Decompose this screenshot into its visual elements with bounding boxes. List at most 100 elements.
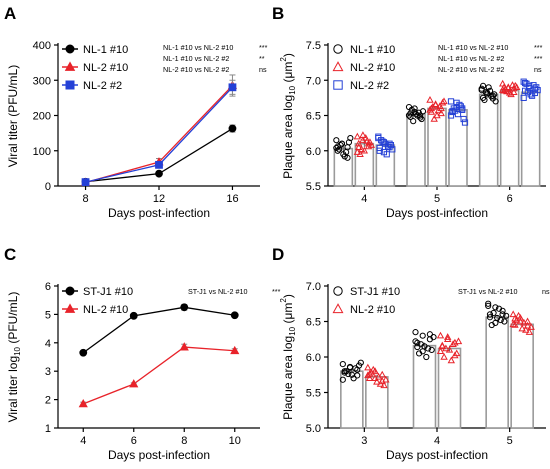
data-point [485,84,492,91]
y-tick-label: 6.0 [306,146,321,158]
bar [510,323,534,429]
data-point [426,331,433,338]
panel-label-b: B [272,4,284,23]
x-tick-label: 16 [226,193,238,205]
stat-significance: *** [534,43,543,52]
data-point [378,377,386,384]
data-point [374,372,383,380]
bar [499,89,520,187]
data-point [440,353,448,360]
ylabel-part: (μm [281,303,295,327]
stat-significance: *** [272,287,281,296]
y-tick-label: 7.0 [306,75,321,87]
y-axis-label: Plaque area log10 (μm2) [279,294,297,420]
y-tick-label: 200 [33,111,51,123]
data-point [437,109,445,117]
stat-significance: ns [542,287,550,296]
data-point [230,345,240,355]
y-axis-label: Viral titer (PFU/mL) [6,65,20,167]
legend-label: NL-2 #10 [83,62,128,74]
legend-marker [333,44,343,54]
data-point [531,89,538,97]
y-tick-label: 5.0 [306,423,321,435]
data-point [478,87,485,94]
data-point [352,365,359,372]
data-point [339,376,346,383]
data-point [378,370,386,378]
data-point [431,100,440,107]
data-point [447,356,456,364]
data-point [460,115,467,123]
stat-comparison: NL-1 #10 vs NL-2 #10 [438,43,508,52]
data-point [339,361,346,368]
stat-significance: *** [534,54,543,63]
y-tick-label: 6 [45,281,51,293]
data-point [489,95,496,102]
data-point [357,359,364,366]
data-point [481,96,488,104]
x-tick-label: 12 [153,193,165,205]
data-point [523,321,532,329]
x-tick-label: 5 [434,193,440,205]
data-point [230,311,239,320]
ylabel-part: 10 [13,346,22,355]
y-tick-label: 6.5 [306,317,321,329]
data-point [453,99,460,106]
ylabel-part: (μm [281,62,295,86]
legend-marker [65,286,75,296]
x-axis-label: Days post-infection [386,206,488,220]
data-point [367,141,376,148]
data-point [341,368,348,375]
data-point [524,89,531,96]
data-point [155,169,163,178]
legend-label: NL-1 #10 [350,44,395,56]
x-tick-label: 4 [361,193,367,205]
legend-marker [65,80,75,90]
x-axis-label: Days post-infection [386,448,488,462]
data-point [454,337,463,345]
data-point [425,345,432,352]
data-point [436,347,445,355]
panel-b: 5.5 6.0 6.5 7.0 7.5 Plaque area log10 (μm2) Da… [279,40,546,220]
data-point [485,300,492,307]
x-tick-label: 8 [181,435,187,447]
data-point [426,105,434,113]
data-point [129,379,139,388]
data-point [369,365,377,373]
data-point [375,133,382,140]
data-point [414,339,421,346]
legend-marker [333,80,343,90]
data-point [360,146,369,154]
panel-label-c: C [4,245,16,264]
data-point [347,134,354,142]
bar [406,113,426,187]
data-point [355,139,363,147]
ylabel-part: (PFU/mL) [6,292,20,347]
data-point [364,142,373,150]
data-point [419,108,427,115]
data-point [379,138,386,145]
y-tick-label: 7.0 [306,281,321,293]
data-point [180,303,189,312]
stat-significance: ns [534,65,542,74]
y-tick-label: 400 [33,40,51,52]
data-point [418,115,425,123]
data-point [357,145,366,153]
y-tick-label: 6.0 [306,352,321,364]
data-point [459,105,466,112]
data-point [492,319,499,327]
bar [520,91,541,187]
legend-label: NL-2 #10 [350,62,395,74]
data-point [526,84,533,92]
y-tick-label: 0 [45,181,51,193]
bar [412,344,437,429]
stat-comparison: NL-1 #10 vs NL-2 #2 [438,54,504,63]
data-point [427,104,436,112]
data-point [417,114,424,121]
data-point [486,311,494,318]
data-point [382,375,390,383]
stat-comparison: NL-1 #10 vs NL-2 #2 [163,54,229,63]
data-point [500,83,508,91]
stat-comparison: NL-1 #10 vs NL-2 #10 [163,43,233,52]
